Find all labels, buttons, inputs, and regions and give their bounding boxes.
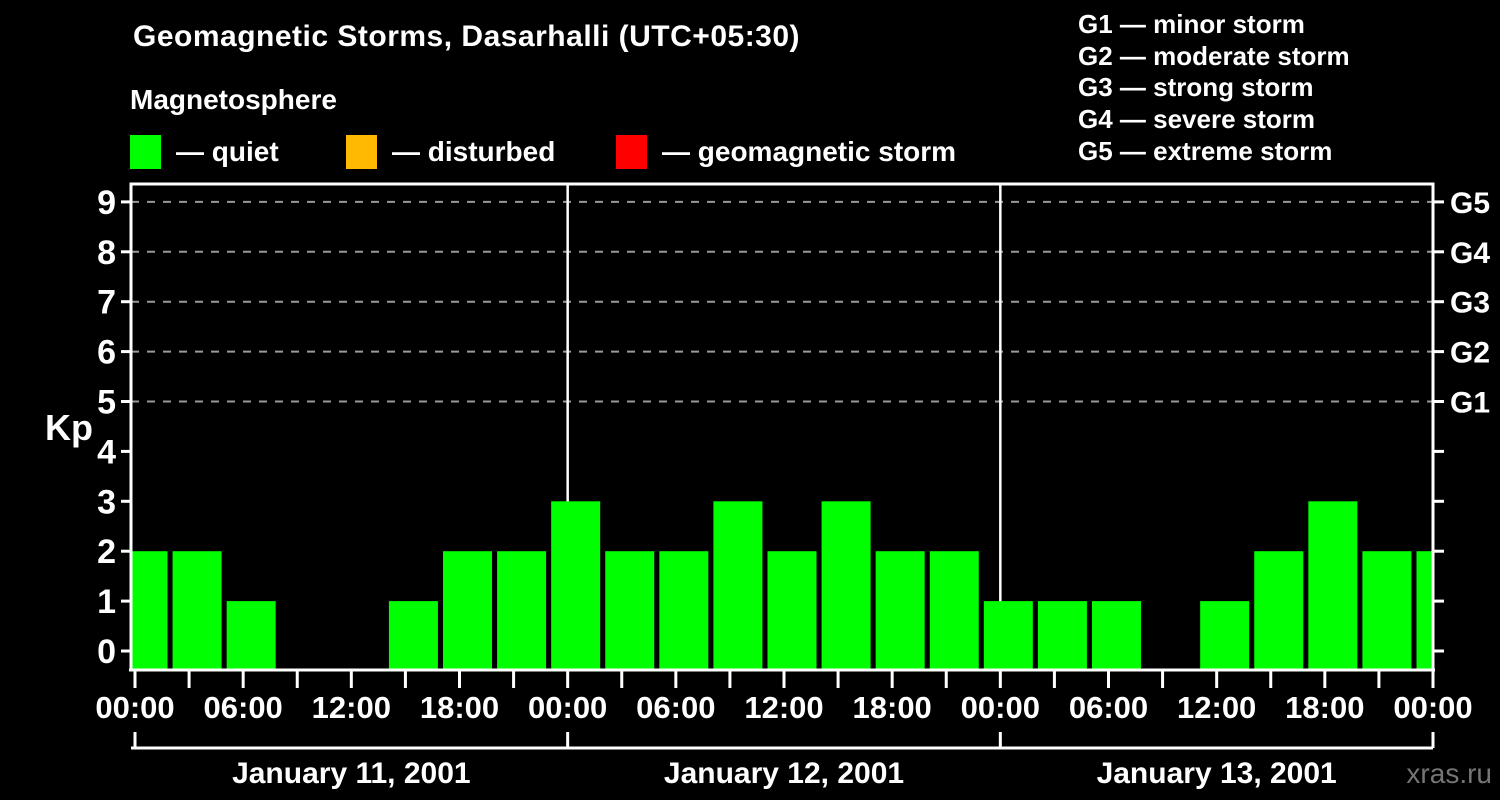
kp-bar: [605, 551, 655, 670]
kp-bar: [497, 551, 547, 670]
kp-tick-label: 1: [97, 583, 116, 621]
kp-bar: [388, 601, 438, 670]
bars-group: [131, 501, 1433, 670]
page-title: Geomagnetic Storms, Dasarhalli (UTC+05:3…: [133, 20, 801, 53]
g-scale-label: G1: [1450, 387, 1490, 420]
date-label: January 12, 2001: [664, 757, 904, 790]
kp-bar: [1092, 601, 1141, 670]
kp-tick-label: 5: [97, 384, 116, 422]
kp-bar: [767, 551, 817, 670]
time-label: 12:00: [744, 690, 823, 725]
time-label: 18:00: [853, 690, 932, 725]
kp-tick-label: 9: [97, 184, 116, 222]
time-label: 12:00: [312, 690, 391, 725]
g-scale-label: G3: [1450, 287, 1490, 320]
date-label: January 13, 2001: [1097, 757, 1337, 790]
kp-tick-label: 4: [97, 433, 116, 471]
kp-bar: [226, 601, 276, 670]
kp-bar: [1308, 501, 1358, 670]
y-axis-title: Kp: [45, 407, 93, 448]
storm-legend-label: — geomagnetic storm: [662, 136, 957, 167]
quiet-legend-label: — quiet: [176, 136, 279, 167]
kp-bar: [1254, 551, 1304, 670]
kp-bar: [983, 601, 1033, 670]
kp-bar: [551, 501, 601, 670]
time-label: 00:00: [1393, 690, 1472, 725]
storm-color-swatch: [616, 135, 647, 169]
kp-tick-label: 6: [97, 334, 116, 372]
kp-tick-label: 7: [97, 284, 116, 322]
kp-tick-label: 0: [97, 633, 116, 671]
storm-scale-item-g4: G4 — severe storm: [1078, 104, 1316, 135]
legend-item-quiet: — quiet: [130, 135, 279, 169]
kp-bar: [443, 551, 492, 670]
storm-scale-item-g2: G2 — moderate storm: [1078, 40, 1350, 71]
disturbed-color-swatch: [346, 135, 377, 169]
magnetosphere-label: Magnetosphere: [130, 84, 337, 115]
kp-bar: [929, 551, 979, 670]
kp-bar: [713, 501, 763, 670]
kp-bar: [1362, 551, 1412, 670]
time-label: 18:00: [420, 690, 499, 725]
g-scale-label: G4: [1450, 237, 1490, 270]
kp-bar: [875, 551, 925, 670]
time-label: 18:00: [1285, 690, 1364, 725]
storm-scale-legend: G1 — minor storm G2 — moderate storm G3 …: [1078, 9, 1350, 168]
kp-bar: [1416, 551, 1433, 670]
storm-scale-item-g3: G3 — strong storm: [1078, 72, 1314, 103]
legend-item-geomagnetic-storm: — geomagnetic storm: [616, 135, 956, 169]
g-scale-label: G5: [1450, 187, 1490, 220]
kp-bar: [659, 551, 709, 670]
kp-tick-label: 2: [97, 533, 116, 571]
disturbed-legend-label: — disturbed: [392, 136, 556, 167]
quiet-color-swatch: [130, 135, 161, 169]
kp-tick-label: 8: [97, 234, 116, 272]
time-label: 06:00: [1069, 690, 1148, 725]
kp-bar: [1037, 601, 1087, 670]
time-label: 00:00: [961, 690, 1040, 725]
xras-ru-watermark: xras.ru: [1406, 758, 1492, 789]
g-scale-label: G2: [1450, 337, 1490, 370]
kp-bar: [821, 501, 871, 670]
time-label: 00:00: [528, 690, 607, 725]
time-label: 00:00: [95, 690, 174, 725]
kp-bar: [172, 551, 222, 670]
legend-item-disturbed: — disturbed: [346, 135, 555, 169]
date-label: January 11, 2001: [232, 757, 471, 790]
time-label: 12:00: [1177, 690, 1256, 725]
kp-bar: [1200, 601, 1250, 670]
kp-bar: [131, 551, 168, 670]
storm-scale-item-g1: G1 — minor storm: [1078, 9, 1305, 39]
kp-tick-label: 3: [97, 483, 116, 521]
time-label: 06:00: [204, 690, 283, 725]
time-label: 06:00: [636, 690, 715, 725]
storm-scale-item-g5: G5 — extreme storm: [1078, 135, 1333, 166]
